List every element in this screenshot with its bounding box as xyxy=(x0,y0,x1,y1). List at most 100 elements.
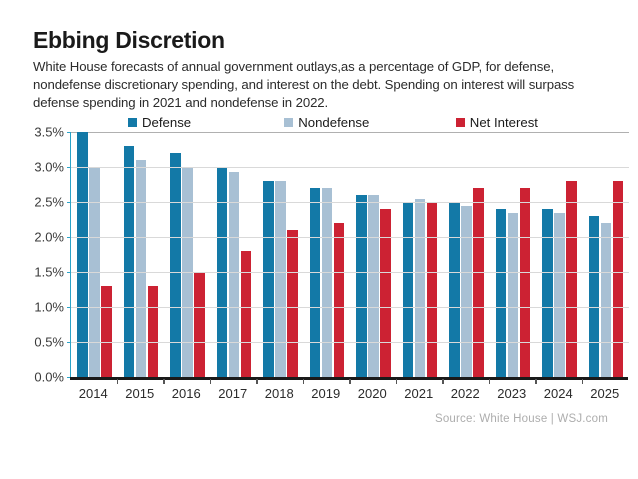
y-tick-label: 0.0% xyxy=(34,369,64,385)
bar-nondefense-2015[interactable] xyxy=(135,160,146,377)
bar-nondefense-2018[interactable] xyxy=(275,181,286,377)
bar-net-interest-2018[interactable] xyxy=(287,230,298,377)
x-tick-label: 2023 xyxy=(497,386,527,401)
x-tick-mark xyxy=(488,379,490,384)
gridline xyxy=(71,237,629,238)
y-tick-mark xyxy=(67,342,71,343)
x-tick-label: 2016 xyxy=(171,386,201,401)
y-tick-mark xyxy=(67,272,71,273)
x-tick-mark xyxy=(395,379,397,384)
bar-net-interest-2020[interactable] xyxy=(380,209,391,377)
bar-nondefense-2020[interactable] xyxy=(368,195,379,377)
plot-area xyxy=(67,132,629,378)
x-axis-line xyxy=(70,377,628,380)
x-tick-mark xyxy=(116,379,118,384)
y-tick-label: 2.5% xyxy=(34,194,64,210)
bar-defense-2019[interactable] xyxy=(309,188,320,377)
bar-defense-2021[interactable] xyxy=(402,202,413,377)
chart-title: Ebbing Discretion xyxy=(33,27,225,53)
x-tick-label: 2021 xyxy=(404,386,434,401)
gridline-top xyxy=(71,132,629,133)
gridline xyxy=(71,272,629,273)
legend-label: Nondefense xyxy=(298,114,370,130)
bar-nondefense-2023[interactable] xyxy=(507,212,518,377)
x-tick-mark xyxy=(163,379,165,384)
bar-defense-2014[interactable] xyxy=(77,132,88,377)
bar-net-interest-2016[interactable] xyxy=(194,272,205,377)
bar-nondefense-2021[interactable] xyxy=(414,198,425,377)
bar-net-interest-2019[interactable] xyxy=(333,223,344,377)
bar-net-interest-2025[interactable] xyxy=(612,181,623,377)
y-tick-mark xyxy=(67,377,71,378)
y-tick-label: 2.0% xyxy=(34,229,64,245)
legend-swatch-icon xyxy=(284,117,294,127)
x-axis: 2014 2015 2016 2017 2018 2019 2020 2021 2022 2023… xyxy=(70,386,628,406)
bar-group xyxy=(71,132,118,377)
x-tick-label: 2025 xyxy=(590,386,620,401)
x-tick-mark xyxy=(581,379,583,384)
bar-defense-2024[interactable] xyxy=(542,209,553,377)
gridline xyxy=(71,307,629,308)
bar-net-interest-2022[interactable] xyxy=(473,188,484,377)
y-tick-label: 3.5% xyxy=(34,124,64,140)
x-axis-ticks xyxy=(70,379,628,384)
legend-label: Net Interest xyxy=(469,114,538,130)
gridline xyxy=(71,202,629,203)
y-tick-mark xyxy=(67,307,71,308)
y-tick-mark xyxy=(67,132,71,133)
bar-defense-2025[interactable] xyxy=(588,216,599,377)
bar-group xyxy=(490,132,537,377)
bar-net-interest-2023[interactable] xyxy=(519,188,530,377)
legend-swatch-icon xyxy=(128,117,137,127)
legend-swatch-icon xyxy=(455,117,465,127)
bar-defense-2016[interactable] xyxy=(170,153,181,377)
x-tick-mark xyxy=(535,379,537,384)
gridline xyxy=(71,167,629,168)
y-tick-label: 3.0% xyxy=(34,159,64,175)
bar-nondefense-2019[interactable] xyxy=(321,188,332,377)
bar-nondefense-2017[interactable] xyxy=(228,171,239,377)
legend-item-net-interest[interactable]: Net Interest xyxy=(432,115,586,130)
x-tick-mark xyxy=(442,379,444,384)
x-tick-label: 2017 xyxy=(218,386,248,401)
bar-defense-2015[interactable] xyxy=(123,146,134,377)
x-tick-label: 2024 xyxy=(543,386,573,401)
bar-group xyxy=(304,132,351,377)
x-tick-mark xyxy=(256,379,258,384)
y-tick-label: 1.5% xyxy=(34,264,64,280)
bar-net-interest-2015[interactable] xyxy=(147,286,158,377)
bar-net-interest-2021[interactable] xyxy=(426,202,437,377)
bar-net-interest-2014[interactable] xyxy=(101,286,112,377)
x-tick-mark xyxy=(209,379,211,384)
x-tick-label: 2019 xyxy=(311,386,341,401)
bar-defense-2023[interactable] xyxy=(495,209,506,377)
x-tick-mark xyxy=(349,379,351,384)
bar-net-interest-2024[interactable] xyxy=(566,181,577,377)
bar-defense-2018[interactable] xyxy=(263,181,274,377)
bar-group xyxy=(443,132,490,377)
x-tick-label: 2022 xyxy=(450,386,480,401)
y-tick-mark xyxy=(67,237,71,238)
bar-group xyxy=(397,132,444,377)
bar-group xyxy=(164,132,211,377)
bar-group xyxy=(350,132,397,377)
chart-legend: Defense Nondefense Net Interest xyxy=(70,113,586,131)
bar-nondefense-2022[interactable] xyxy=(461,205,472,377)
legend-item-defense[interactable]: Defense xyxy=(70,115,284,130)
legend-item-nondefense[interactable]: Nondefense xyxy=(284,115,432,130)
bar-defense-2020[interactable] xyxy=(356,195,367,377)
gridline xyxy=(71,342,629,343)
bar-nondefense-2024[interactable] xyxy=(554,212,565,377)
bar-defense-2022[interactable] xyxy=(449,202,460,377)
bar-group xyxy=(257,132,304,377)
bar-nondefense-2025[interactable] xyxy=(600,223,611,377)
y-tick-label: 1.0% xyxy=(34,299,64,315)
y-tick-label: 0.5% xyxy=(34,334,64,350)
x-tick-label: 2018 xyxy=(264,386,294,401)
x-tick-label: 2015 xyxy=(125,386,155,401)
y-tick-mark xyxy=(67,167,71,168)
bars-layer xyxy=(71,132,629,377)
y-tick-mark xyxy=(67,202,71,203)
bar-net-interest-2017[interactable] xyxy=(240,251,251,377)
chart-subtitle: White House forecasts of annual governme… xyxy=(33,59,575,111)
